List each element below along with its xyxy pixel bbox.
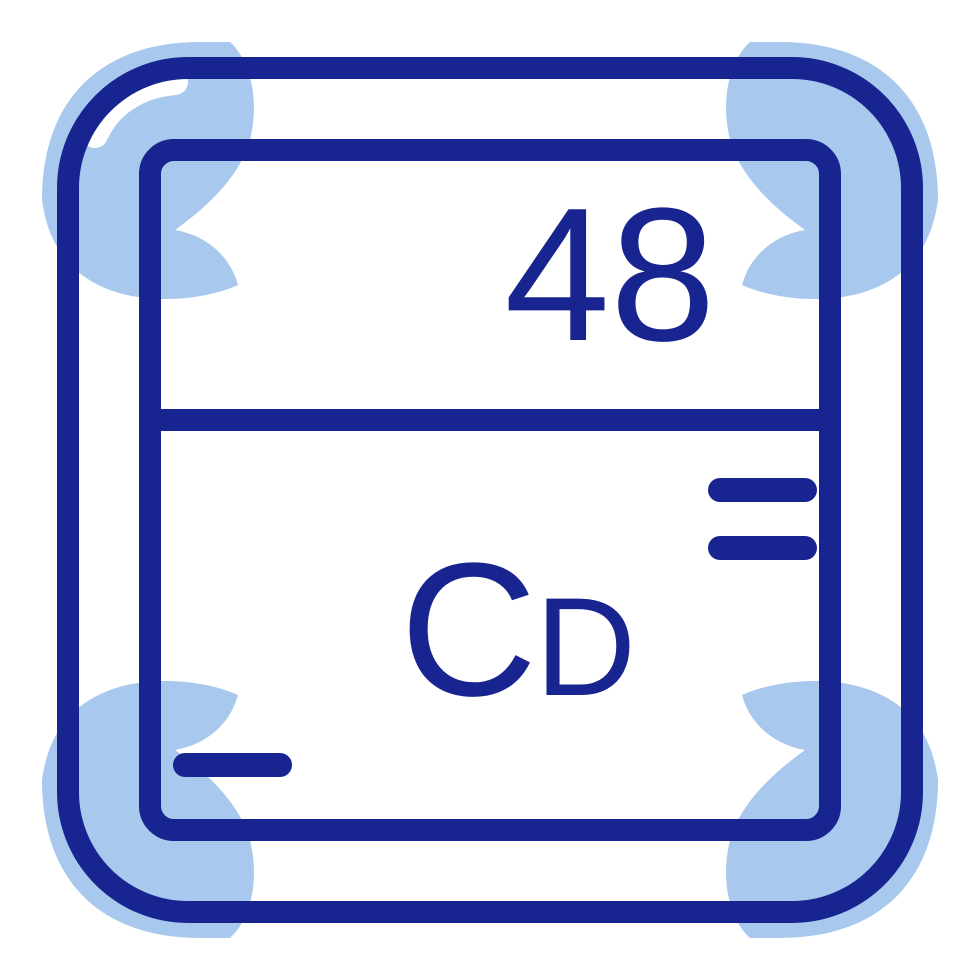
dash-marks-right xyxy=(720,490,805,548)
element-symbol: C D xyxy=(400,524,636,736)
element-tile-icon: 48 C D xyxy=(0,0,980,980)
atomic-number: 48 xyxy=(504,169,715,381)
symbol-letter-2: D xyxy=(535,568,636,725)
symbol-letter-1: C xyxy=(400,524,537,736)
